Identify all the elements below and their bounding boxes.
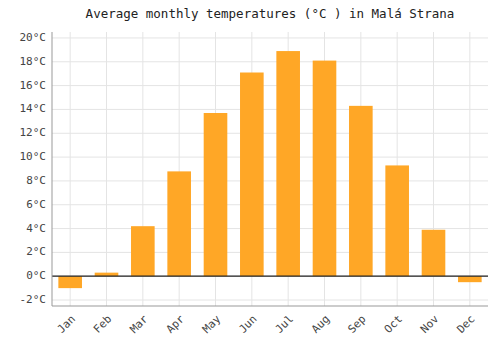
y-grid-line — [52, 204, 488, 205]
bars — [58, 51, 481, 288]
bar — [458, 276, 482, 282]
x-tick-label: May — [200, 312, 224, 336]
x-grid-line — [70, 32, 71, 306]
y-axis: -2°C 0°C 2°C 4°C 6°C 8°C 10°C 12°C 14°C 16°C 18°C 2… — [20, 31, 47, 306]
bar — [349, 106, 373, 276]
x-grid-line — [106, 32, 107, 306]
y-axis-line — [52, 32, 53, 306]
x-axis-line — [52, 306, 488, 307]
chart-svg: -2°C 0°C 2°C 4°C 6°C 8°C 10°C 12°C 14°C 16°C 18°C 2… — [0, 0, 500, 350]
title: Average monthly temperatures (°C ) in Ma… — [86, 6, 455, 21]
y-grid-line — [52, 133, 488, 134]
y-tick-label: 20°C — [20, 31, 47, 44]
x-tick-label: Nov — [418, 312, 442, 336]
y-grid-line — [52, 276, 488, 277]
y-grid-line — [52, 228, 488, 229]
y-tick-label: 4°C — [26, 222, 46, 235]
x-tick-label: Jan — [55, 313, 78, 336]
chart-container: -2°C 0°C 2°C 4°C 6°C 8°C 10°C 12°C 14°C 16°C 18°C 2… — [0, 0, 500, 350]
x-tick-label: Apr — [164, 312, 188, 336]
bar — [131, 226, 155, 276]
y-tick-label: 18°C — [20, 55, 47, 68]
y-grid-line — [52, 37, 488, 38]
y-tick-label: 12°C — [20, 126, 47, 139]
y-tick-label: 8°C — [26, 174, 46, 187]
y-tick-label: 0°C — [26, 269, 46, 282]
y-tick-label: 16°C — [20, 79, 47, 92]
x-tick-label: Aug — [309, 313, 332, 336]
zero-line — [52, 276, 488, 277]
x-tick-label: Jul — [273, 313, 296, 336]
x-tick-label: Oct — [382, 313, 405, 336]
y-tick-label: 14°C — [20, 102, 47, 115]
y-tick-label: -2°C — [20, 293, 47, 306]
y-grid-line — [52, 300, 488, 301]
y-tick-label: 6°C — [26, 198, 46, 211]
grid — [52, 32, 488, 306]
bar — [204, 113, 228, 276]
x-tick-label: Dec — [454, 313, 477, 336]
y-grid-line — [52, 109, 488, 110]
y-grid-line — [52, 157, 488, 158]
bar — [240, 73, 264, 277]
x-tick-label: Mar — [127, 312, 151, 336]
bar — [276, 51, 300, 276]
bar — [58, 276, 82, 288]
y-tick-label: 2°C — [26, 245, 46, 258]
bar — [313, 61, 337, 277]
y-tick-label: 10°C — [20, 150, 47, 163]
bar — [385, 165, 409, 276]
y-grid-line — [52, 61, 488, 62]
y-grid-line — [52, 85, 488, 86]
x-tick-label: Jun — [236, 313, 259, 336]
x-tick-label: Feb — [91, 313, 114, 336]
x-axis: Jan Feb Mar Apr May Jun Jul Aug Sep Oct Nov Dec — [55, 312, 478, 336]
x-grid-line — [469, 32, 470, 306]
bar — [167, 171, 191, 276]
y-grid-line — [52, 180, 488, 181]
bar — [422, 230, 446, 276]
x-tick-label: Sep — [345, 313, 368, 336]
